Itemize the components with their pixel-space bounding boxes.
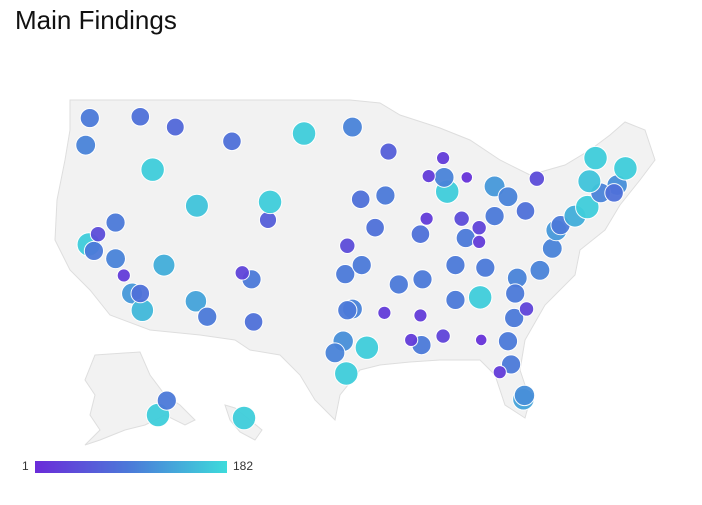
bubble[interactable] — [445, 289, 466, 311]
bubble[interactable] — [436, 150, 451, 166]
bubble[interactable] — [472, 234, 487, 249]
bubble[interactable] — [453, 210, 470, 227]
bubble[interactable] — [529, 259, 551, 281]
bubble[interactable] — [455, 227, 476, 249]
bubble[interactable] — [89, 225, 107, 243]
bubble[interactable] — [419, 211, 434, 226]
bubble[interactable] — [492, 365, 507, 380]
bubble[interactable] — [243, 312, 264, 332]
bubble[interactable] — [412, 269, 433, 290]
bubble[interactable] — [222, 131, 242, 152]
bubble[interactable] — [324, 342, 346, 364]
bubble[interactable] — [504, 307, 525, 329]
bubbles — [75, 106, 638, 431]
bubble[interactable] — [583, 145, 608, 171]
bubble[interactable] — [379, 142, 398, 161]
bubble[interactable] — [575, 194, 600, 220]
bubble[interactable] — [404, 332, 419, 348]
bubble[interactable] — [83, 240, 105, 262]
bubble[interactable] — [351, 255, 372, 276]
bubble[interactable] — [335, 264, 356, 285]
bubble[interactable] — [184, 289, 208, 313]
bubble[interactable] — [433, 166, 455, 188]
bubble[interactable] — [513, 384, 536, 407]
bubble[interactable] — [354, 335, 380, 360]
bubble[interactable] — [184, 193, 209, 218]
bubble[interactable] — [339, 237, 356, 254]
bubble[interactable] — [165, 117, 185, 137]
bubble[interactable] — [413, 308, 428, 323]
bubble[interactable] — [497, 331, 519, 352]
bubble[interactable] — [518, 301, 535, 317]
bubble[interactable] — [116, 268, 131, 283]
bubble[interactable] — [497, 186, 519, 208]
bubble[interactable] — [613, 156, 638, 181]
bubble[interactable] — [75, 134, 97, 156]
bubble[interactable] — [152, 253, 176, 277]
bubble[interactable] — [130, 283, 151, 304]
bubble[interactable] — [460, 171, 474, 184]
bubble[interactable] — [291, 121, 317, 146]
bubble[interactable] — [421, 169, 436, 184]
bubble[interactable] — [445, 255, 466, 276]
bubble[interactable] — [410, 224, 431, 244]
scale-bar — [35, 461, 227, 473]
bubble[interactable] — [505, 283, 526, 304]
bubble[interactable] — [500, 354, 522, 375]
bubble[interactable] — [375, 185, 396, 206]
bubble[interactable] — [474, 333, 488, 347]
bubble[interactable] — [435, 328, 451, 344]
bubble[interactable] — [140, 157, 165, 182]
bubble[interactable] — [79, 107, 100, 129]
bubble[interactable] — [257, 189, 283, 215]
bubble[interactable] — [604, 183, 624, 203]
alaska — [84, 351, 196, 446]
scale-max: 182 — [233, 459, 253, 473]
bubble[interactable] — [342, 116, 363, 138]
bubble[interactable] — [515, 201, 536, 221]
bubble[interactable] — [528, 170, 546, 187]
title: Main Findings — [15, 5, 177, 35]
bubble[interactable] — [234, 265, 250, 281]
bubble[interactable] — [365, 217, 385, 238]
scale-min: 1 — [22, 459, 29, 473]
bubble[interactable] — [258, 210, 278, 230]
bubble[interactable] — [197, 306, 218, 327]
bubble[interactable] — [350, 189, 371, 210]
bubble[interactable] — [475, 257, 496, 278]
bubble[interactable] — [156, 390, 177, 411]
bubble[interactable] — [334, 361, 359, 386]
bubble[interactable] — [231, 405, 257, 431]
bubble[interactable] — [484, 205, 505, 227]
bubble[interactable] — [541, 237, 563, 259]
bubble[interactable] — [105, 248, 126, 270]
bubble[interactable] — [467, 285, 493, 310]
bubble[interactable] — [577, 169, 602, 194]
bubble[interactable] — [130, 106, 151, 127]
bubble[interactable] — [105, 212, 126, 233]
bubble[interactable] — [388, 274, 409, 295]
bubble[interactable] — [377, 305, 392, 320]
bubble[interactable] — [337, 300, 358, 321]
